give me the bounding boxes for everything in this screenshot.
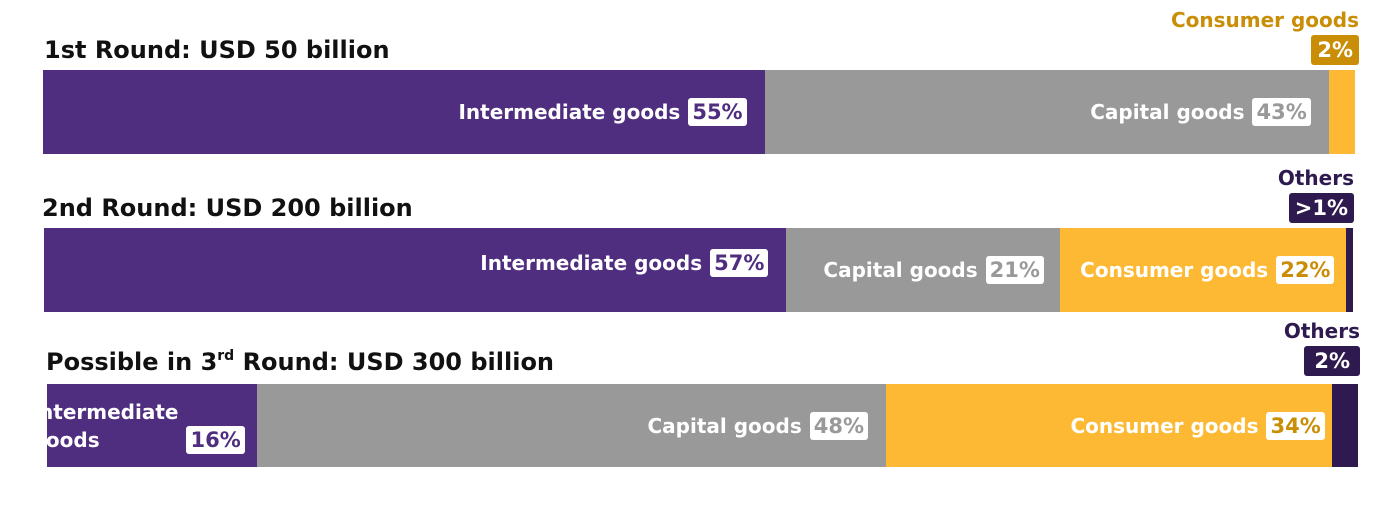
round-3-capital-segment: Capital goods 48% bbox=[256, 384, 887, 467]
round-3-others-callout-pct: 2% bbox=[1304, 346, 1360, 376]
round-2-title: 2nd Round: USD 200 billion bbox=[42, 194, 413, 222]
round-3-intermediate-segment: Intermediate goods 16% bbox=[32, 384, 257, 467]
round-3-title-prefix: Possible in 3 bbox=[46, 348, 218, 376]
round-3-consumer-pct: 34% bbox=[1266, 411, 1325, 440]
round-3-intermediate-name-line-1: Intermediate bbox=[31, 399, 179, 424]
round-3-intermediate-pct: 16% bbox=[186, 425, 245, 454]
round-3-capital-name: Capital goods bbox=[647, 413, 802, 438]
round-2-capital-segment: Capital goods 21% bbox=[786, 228, 1060, 312]
round-2-others-callout: Others >1% bbox=[1278, 166, 1354, 223]
round-1-capital-pct: 43% bbox=[1252, 98, 1311, 126]
round-2-consumer-pct: 22% bbox=[1276, 256, 1335, 284]
round-3-others-segment bbox=[1331, 384, 1358, 467]
round-2-consumer-name: Consumer goods bbox=[1080, 258, 1269, 282]
round-1-consumer-callout-pct: 2% bbox=[1311, 35, 1359, 65]
round-1-capital-segment: Capital goods 43% bbox=[764, 70, 1329, 154]
round-1-consumer-callout: Consumer goods 2% bbox=[1171, 8, 1359, 65]
round-3-bar: Intermediate goods 16% Capital goods 48%… bbox=[32, 384, 1358, 467]
round-1-consumer-segment bbox=[1328, 70, 1355, 154]
round-3-title: Possible in 3rd Round: USD 300 billion bbox=[46, 348, 554, 376]
round-3-title-sup: rd bbox=[217, 348, 235, 364]
round-1-consumer-callout-name: Consumer goods bbox=[1170, 8, 1359, 32]
round-3-intermediate-name-line-2: goods bbox=[31, 427, 100, 452]
round-3-capital-pct: 48% bbox=[809, 411, 869, 440]
round-2-bar: Intermediate goods 57% Capital goods 21%… bbox=[44, 228, 1353, 312]
round-2-others-callout-pct: >1% bbox=[1288, 193, 1354, 223]
round-2-intermediate-name: Intermediate goods bbox=[480, 251, 703, 276]
round-1-intermediate-name: Intermediate goods bbox=[458, 100, 681, 124]
round-2-others-callout-name: Others bbox=[1277, 166, 1354, 190]
round-1-intermediate-pct: 55% bbox=[688, 98, 747, 126]
round-1-bar: Intermediate goods 55% Capital goods 43% bbox=[43, 70, 1355, 154]
round-3-others-callout: Others 2% bbox=[1284, 319, 1360, 376]
round-3-others-callout-name: Others bbox=[1283, 319, 1360, 343]
round-1-intermediate-segment: Intermediate goods 55% bbox=[43, 70, 765, 154]
round-2-consumer-segment: Consumer goods 22% bbox=[1059, 228, 1347, 312]
round-3-intermediate-name: Intermediate goods bbox=[32, 398, 179, 454]
round-2-capital-name: Capital goods bbox=[823, 258, 978, 282]
round-2-intermediate-pct: 57% bbox=[710, 249, 769, 278]
round-3-title-suffix: Round: USD 300 billion bbox=[234, 348, 555, 376]
round-1-capital-name: Capital goods bbox=[1090, 100, 1245, 124]
round-3-consumer-segment: Consumer goods 34% bbox=[886, 384, 1332, 467]
round-2-others-segment bbox=[1346, 228, 1353, 312]
round-1-title: 1st Round: USD 50 billion bbox=[44, 36, 390, 64]
round-2-capital-pct: 21% bbox=[985, 256, 1044, 284]
round-3-consumer-name: Consumer goods bbox=[1070, 413, 1259, 438]
round-2-intermediate-segment: Intermediate goods 57% bbox=[44, 228, 787, 312]
